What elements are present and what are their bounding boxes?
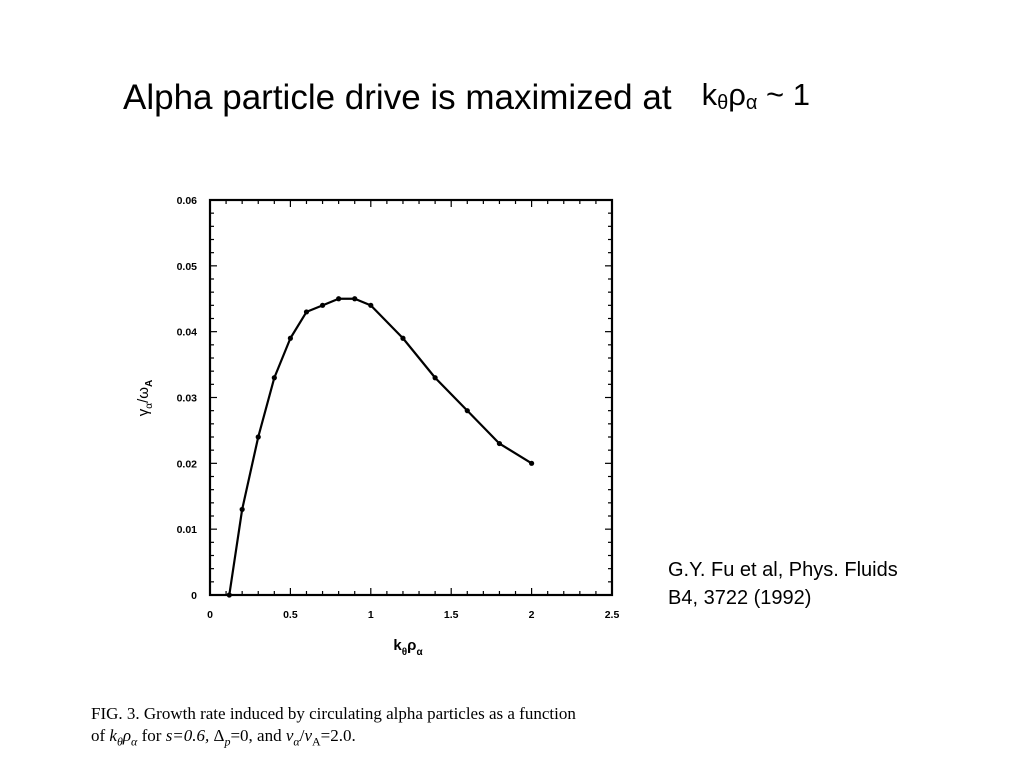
caption-text-1: Growth rate induced by circulating alpha… <box>139 704 576 723</box>
y-label-sub-alpha: α <box>144 403 155 409</box>
data-point <box>303 309 310 315</box>
x-label-sub-alpha: α <box>416 647 423 658</box>
data-point <box>239 506 245 513</box>
citation-line-2: B4, 3722 (1992) <box>668 587 812 609</box>
title-symbol-alpha: α <box>745 92 758 114</box>
title-symbol-theta: θ <box>717 92 729 114</box>
x-tick-label: 0 <box>207 609 213 621</box>
data-point <box>496 440 503 447</box>
caption-delta-eq: =0, and <box>230 726 286 745</box>
data-point <box>226 592 232 598</box>
y-label-sub-A: A <box>144 380 155 387</box>
caption-for: for <box>137 726 166 745</box>
slide-title-text: Alpha particle drive is maximized at <box>123 78 672 117</box>
caption-rho: ρ <box>122 726 132 745</box>
x-tick-label: 2 <box>529 609 535 621</box>
caption-v2: v <box>304 726 312 745</box>
data-point <box>255 434 261 440</box>
x-label-sub-theta: θ <box>402 647 407 658</box>
y-tick-label: 0 <box>191 590 197 602</box>
caption-line-1: FIG. 3. Growth rate induced by circulati… <box>91 703 711 725</box>
title-symbol-rho: ρ <box>728 77 746 112</box>
y-tick-label: 0.04 <box>177 327 198 339</box>
caption-s-eq: s=0.6, <box>165 726 214 745</box>
caption-v-alpha: α <box>293 734 300 749</box>
caption-v1: v <box>285 726 294 745</box>
axis-ticks: 0 0.5 1 1.5 2 2.5 0 0.01 0.02 0.03 0.04 0.05 0.06 <box>177 195 620 621</box>
title-symbol-k: k <box>701 77 718 112</box>
title-symbol-suffix: ~ 1 <box>757 77 810 112</box>
citation-line-1: G.Y. Fu et al, Phys. Fluids <box>668 559 898 581</box>
figure-caption: FIG. 3. Growth rate induced by circulati… <box>91 703 711 752</box>
data-point <box>287 335 293 341</box>
data-point <box>464 408 470 414</box>
data-point <box>432 375 438 381</box>
title-symbol: kθρα ~ 1 <box>701 77 810 114</box>
x-axis-label: kθρα <box>393 637 423 658</box>
data-point <box>529 460 535 466</box>
data-point <box>400 335 406 341</box>
x-tick-label: 1.5 <box>444 609 459 621</box>
x-tick-label: 0.5 <box>283 609 298 621</box>
y-label-gamma: γ <box>135 408 152 416</box>
caption-fig-label: FIG. 3. <box>91 704 140 723</box>
data-point <box>368 302 374 308</box>
x-label-rho: ρ <box>407 637 416 654</box>
data-point <box>352 296 358 302</box>
plot-frame <box>208 198 614 597</box>
y-label-omega: /ω <box>135 387 152 403</box>
caption-p: p <box>224 734 231 749</box>
caption-alpha: α <box>131 734 138 749</box>
y-axis-label: γα/ωA <box>135 380 155 416</box>
data-series <box>226 296 535 598</box>
caption-theta: θ <box>116 734 123 749</box>
slide-title: Alpha particle drive is maximized at kθρα… <box>123 76 810 129</box>
caption-v-A: A <box>312 734 321 749</box>
caption-line-2: of kθρα for s=0.6, Δp=0, and vα/vA=2.0. <box>91 726 356 749</box>
series-line <box>228 297 533 596</box>
x-label-k: k <box>393 637 402 654</box>
x-tick-label: 1 <box>368 609 374 621</box>
caption-of: of <box>91 726 110 745</box>
data-point <box>319 302 326 308</box>
y-tick-label: 0.01 <box>177 524 198 536</box>
caption-delta: Δ <box>213 726 225 745</box>
x-tick-label: 2.5 <box>605 609 620 621</box>
data-point <box>336 296 342 302</box>
caption-ratio-eq: =2.0. <box>320 726 356 745</box>
citation: G.Y. Fu et al, Phys. Fluids B4, 3722 (19… <box>668 556 998 612</box>
data-point <box>271 375 277 381</box>
y-tick-label: 0.03 <box>177 393 198 405</box>
caption-k: k <box>109 726 117 745</box>
y-tick-label: 0.06 <box>177 195 198 207</box>
y-tick-label: 0.05 <box>177 261 198 273</box>
y-tick-label: 0.02 <box>177 458 198 470</box>
